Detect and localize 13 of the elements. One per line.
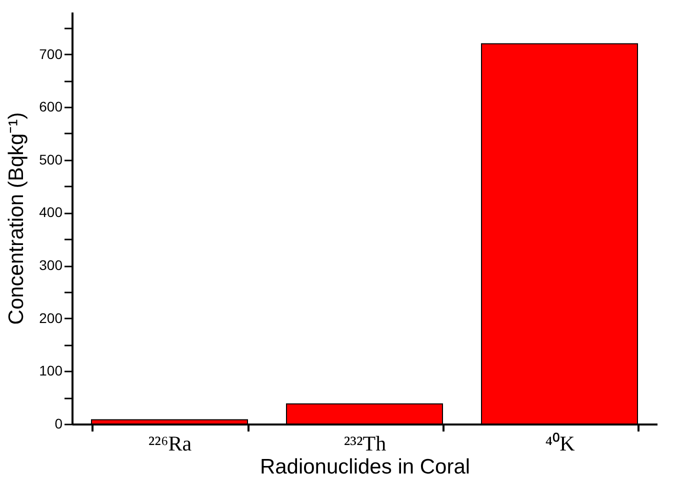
y-tick-label: 600 [39,98,63,115]
y-tick-label: 0 [54,416,63,432]
y-tick-label: 500 [39,151,63,168]
y-tick-label: 200 [39,310,63,326]
x-tick-label: ²²⁶Ra [148,432,192,456]
y-tick-label: 300 [39,257,63,274]
x-axis-title: Radionuclides in Coral [260,456,470,478]
y-tick-label: 700 [39,46,63,62]
x-tick-label: ²³²Th [344,432,387,456]
y-axis-title: Concentration (Bqkg⁻¹) [5,112,28,325]
y-tick-label: 400 [39,204,63,220]
x-tick-label: ⁴⁰K [545,432,575,456]
y-tick-label: 100 [39,362,63,379]
